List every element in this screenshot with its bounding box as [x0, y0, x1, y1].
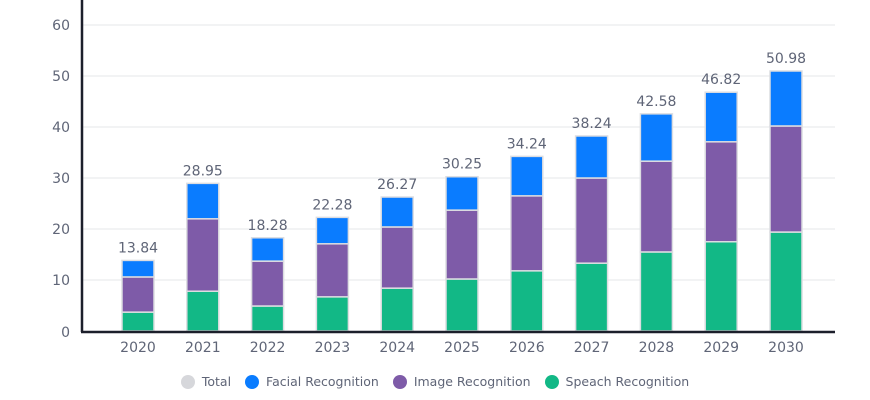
total-data-label: 34.24 — [507, 136, 547, 152]
legend-item-speach-recognition[interactable]: Speach Recognition — [544, 374, 690, 389]
bar-segment-image-recognition[interactable] — [186, 218, 220, 292]
legend: Total Facial Recognition Image Recogniti… — [0, 374, 870, 389]
bar-segment-image-recognition[interactable] — [250, 260, 285, 307]
bar-segment-image-recognition[interactable] — [445, 209, 479, 280]
legend-dot-total — [180, 374, 195, 389]
legend-label: Image Recognition — [413, 374, 531, 389]
bar-segment-facial-recognition[interactable] — [380, 196, 414, 228]
bar-segment-facial-recognition[interactable] — [250, 237, 285, 262]
bar-segment-speach-recognition[interactable] — [769, 231, 803, 332]
data-labels: 13.84 28.95 18.28 22.28 26.27 30.25 34.24 38.24… — [118, 51, 806, 256]
x-tick-label: 2026 — [509, 340, 545, 356]
total-data-label: 30.25 — [442, 157, 482, 173]
y-tick-label: 50 — [52, 69, 70, 85]
bar-segment-facial-recognition[interactable] — [510, 155, 544, 197]
legend-item-facial-recognition[interactable]: Facial Recognition — [245, 374, 379, 389]
bar-segment-image-recognition[interactable] — [380, 226, 414, 289]
x-tick-label: 2025 — [444, 340, 480, 356]
bar-segment-image-recognition[interactable] — [315, 243, 350, 298]
bar-segment-speach-recognition[interactable] — [445, 278, 479, 332]
total-data-label: 38.24 — [572, 116, 612, 132]
bar-segment-facial-recognition[interactable] — [704, 91, 738, 143]
total-data-label: 26.27 — [377, 177, 417, 193]
y-tick-label: 20 — [52, 222, 70, 238]
total-data-label: 46.82 — [701, 72, 741, 88]
y-tick-label: 30 — [52, 171, 70, 187]
bar-segment-image-recognition[interactable] — [574, 177, 609, 264]
total-data-label: 42.58 — [636, 94, 676, 110]
bar-segment-facial-recognition[interactable] — [315, 216, 350, 245]
bars — [121, 70, 803, 332]
legend-label: Total — [201, 374, 232, 389]
bar-segment-speach-recognition[interactable] — [510, 270, 544, 332]
bar-segment-speach-recognition[interactable] — [121, 311, 155, 332]
y-axis-ticks: 0 10 20 30 40 50 60 — [52, 18, 70, 341]
x-tick-label: 2029 — [703, 340, 739, 356]
y-tick-label: 60 — [52, 18, 70, 34]
legend-dot-speach — [544, 374, 559, 389]
x-tick-label: 2027 — [574, 340, 610, 356]
x-tick-label: 2022 — [250, 340, 286, 356]
bar-segment-speach-recognition[interactable] — [315, 296, 350, 332]
bar-segment-facial-recognition[interactable] — [445, 175, 479, 211]
bar-segment-facial-recognition[interactable] — [186, 182, 220, 220]
total-data-label: 13.84 — [118, 240, 158, 256]
x-tick-label: 2030 — [768, 340, 804, 356]
bar-segment-speach-recognition[interactable] — [250, 305, 285, 332]
bar-segment-image-recognition[interactable] — [639, 160, 674, 253]
total-data-label: 22.28 — [312, 197, 352, 213]
bar-segment-facial-recognition[interactable] — [121, 259, 155, 278]
x-tick-label: 2020 — [120, 340, 156, 356]
bar-segment-speach-recognition[interactable] — [704, 241, 738, 332]
total-data-label: 50.98 — [766, 51, 806, 67]
bar-segment-facial-recognition[interactable] — [574, 135, 609, 179]
y-tick-label: 10 — [52, 273, 70, 289]
legend-label: Speach Recognition — [565, 374, 690, 389]
legend-label: Facial Recognition — [266, 374, 379, 389]
y-tick-label: 40 — [52, 120, 70, 136]
bar-segment-speach-recognition[interactable] — [186, 290, 220, 332]
total-data-label: 18.28 — [248, 218, 288, 234]
y-tick-label: 0 — [61, 325, 70, 341]
x-tick-label: 2021 — [185, 340, 221, 356]
bar-segment-speach-recognition[interactable] — [380, 287, 414, 332]
bar-segment-image-recognition[interactable] — [704, 141, 738, 243]
legend-item-image-recognition[interactable]: Image Recognition — [392, 374, 531, 389]
x-tick-label: 2023 — [315, 340, 351, 356]
x-tick-label: 2028 — [639, 340, 675, 356]
bar-segment-speach-recognition[interactable] — [639, 251, 674, 332]
legend-item-total[interactable]: Total — [180, 374, 232, 389]
bar-segment-image-recognition[interactable] — [769, 125, 803, 233]
total-data-label: 28.95 — [183, 163, 223, 179]
legend-dot-facial — [245, 374, 260, 389]
legend-dot-image — [392, 374, 407, 389]
bar-segment-facial-recognition[interactable] — [639, 113, 674, 162]
bar-segment-speach-recognition[interactable] — [574, 262, 609, 332]
bar-segment-image-recognition[interactable] — [121, 276, 155, 313]
bar-segment-facial-recognition[interactable] — [769, 70, 803, 127]
x-tick-label: 2024 — [379, 340, 415, 356]
x-axis-ticks: 2020 2021 2022 2023 2024 2025 2026 2027 2028 2029… — [120, 340, 804, 356]
bar-segment-image-recognition[interactable] — [510, 195, 544, 272]
